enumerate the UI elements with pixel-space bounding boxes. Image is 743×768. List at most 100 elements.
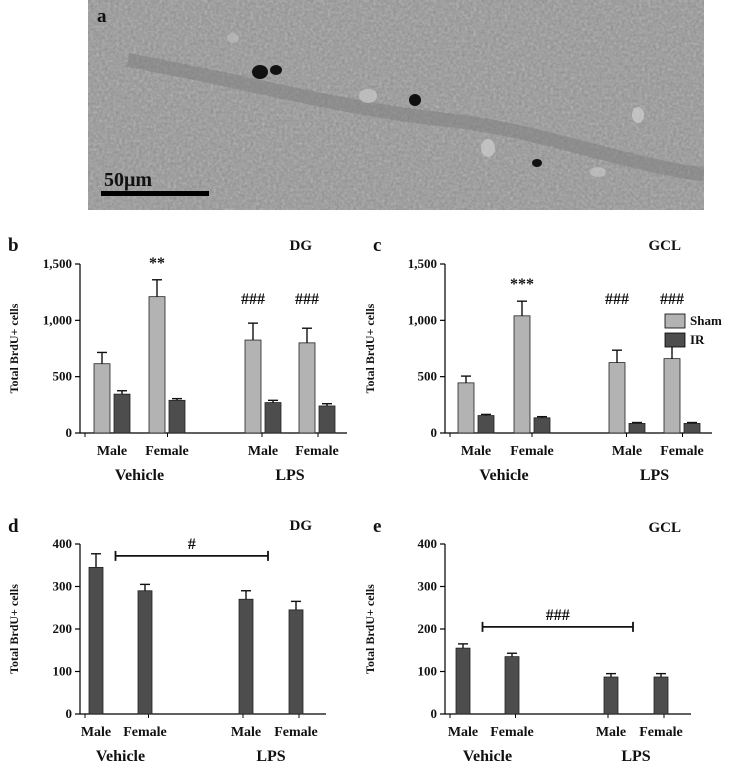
condition-label: Vehicle [115,467,164,484]
y-tick-label: 400 [53,536,73,551]
significance-label: ### [546,607,570,624]
y-tick-label: 1,500 [408,256,437,271]
x-tick-label: Female [295,444,339,459]
scale-bar-label: 50μm [104,169,152,191]
significance-label: ** [149,255,165,272]
y-tick-label: 1,000 [43,312,72,327]
y-tick-label: 300 [418,579,438,594]
bar-ir [533,417,551,434]
micrograph-image: a 50μm [88,0,704,210]
y-tick-label: 200 [53,621,73,636]
chart-panel-c: c GCL Total BrdU+ cells 0 500 1,000 1,500 Male F… [363,235,712,484]
chart-title: GCL [648,520,681,536]
y-axis-label: Total BrdU+ cells [363,584,377,674]
y-axis-label: Total BrdU+ cells [7,584,21,674]
chart-panel-d: d DG Total BrdU+ cells 0 100 200 300 400 Male Fem… [7,516,326,765]
legend-label-ir: IR [690,332,705,347]
scale-bar [101,191,209,196]
chart-title: DG [290,238,313,254]
panel-label-b: b [8,235,19,256]
y-tick-label: 0 [431,425,438,440]
bar-ir [264,402,282,434]
significance-label: # [188,536,196,553]
bar-ir [477,415,495,434]
y-tick-label: 1,000 [408,312,437,327]
legend-label-sham: Sham [690,313,722,328]
condition-label: LPS [621,748,650,765]
y-tick-label: 0 [66,425,73,440]
panel-label-d: d [8,516,19,537]
bar-sham [148,296,166,434]
chart-title: DG [290,518,313,534]
x-tick-label: Female [145,444,189,459]
legend-swatch-sham [664,313,686,329]
x-tick-label: Female [490,725,534,740]
bar-ir [455,647,471,715]
y-tick-label: 100 [53,664,73,679]
bar-ir [238,598,254,715]
condition-label: Vehicle [463,748,512,765]
bar-ir [683,423,701,434]
y-tick-label: 200 [418,621,438,636]
y-tick-label: 100 [418,664,438,679]
bar-ir [168,399,186,434]
bar-ir [504,656,520,715]
x-tick-label: Male [596,725,626,740]
significance-label: ### [241,291,265,308]
panel-label-c: c [373,235,381,256]
y-tick-label: 500 [53,369,73,384]
bar-sham [663,358,681,434]
bar-sham [513,315,531,434]
bar-ir [88,566,104,715]
x-tick-label: Male [248,444,278,459]
condition-label: LPS [275,467,304,484]
x-tick-label: Male [448,725,478,740]
x-tick-label: Male [612,444,642,459]
y-axis-label: Total BrdU+ cells [363,303,377,393]
chart-panel-e: e GCL Total BrdU+ cells 0 100 200 300 400 Male Fe… [363,516,691,765]
x-tick-label: Male [97,444,127,459]
chart-panel-b: b DG Total BrdU+ cells 0 500 1,000 1,500 Male Fe… [7,235,347,484]
y-tick-label: 500 [418,369,438,384]
legend: Sham IR [664,313,722,348]
y-tick-label: 0 [431,706,438,721]
bar-ir [653,676,669,715]
bar-ir [603,676,619,715]
x-tick-label: Female [274,725,318,740]
y-tick-label: 0 [66,706,73,721]
legend-swatch-ir [664,332,686,348]
x-tick-label: Male [81,725,111,740]
x-tick-label: Female [123,725,167,740]
condition-label: LPS [640,467,669,484]
x-tick-label: Male [231,725,261,740]
y-tick-label: 1,500 [43,256,72,271]
significance-label: ### [295,291,319,308]
significance-label: ### [605,291,629,308]
bar-ir [288,609,304,715]
bar-ir [137,590,153,715]
bar-sham [457,382,475,434]
condition-label: LPS [256,748,285,765]
x-tick-label: Female [660,444,704,459]
y-tick-label: 300 [53,579,73,594]
bar-ir [113,393,131,434]
bar-sham [244,339,262,434]
bar-sham [608,362,626,434]
significance-label: ### [660,291,684,308]
bar-ir [628,423,646,434]
x-tick-label: Female [510,444,554,459]
x-tick-label: Female [639,725,683,740]
y-axis-label: Total BrdU+ cells [7,303,21,393]
bar-sham [93,363,111,434]
chart-title: GCL [648,238,681,254]
y-tick-label: 400 [418,536,438,551]
condition-label: Vehicle [96,748,145,765]
condition-label: Vehicle [479,467,528,484]
x-tick-label: Male [461,444,491,459]
panel-label-e: e [373,516,381,537]
panel-label-a: a [97,6,107,27]
bar-ir [318,405,336,434]
bar-sham [298,342,316,434]
significance-label: *** [510,276,534,293]
